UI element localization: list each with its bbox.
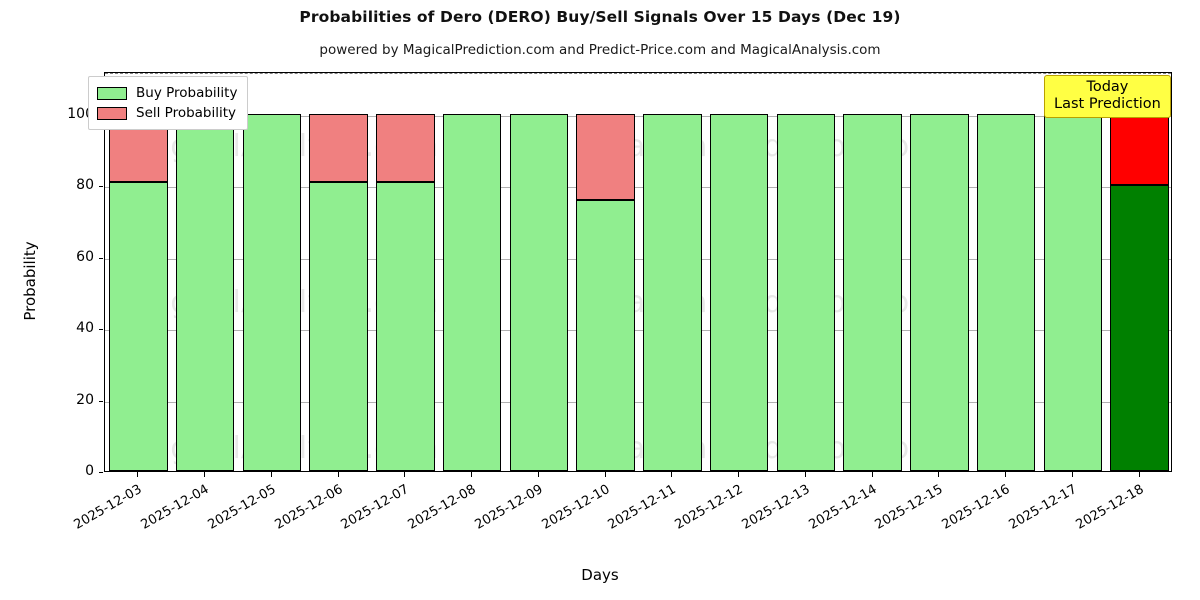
legend-label: Sell Probability — [136, 105, 237, 121]
legend-swatch — [97, 86, 127, 100]
bar-group[interactable] — [1043, 73, 1103, 471]
gridline-y-60 — [105, 258, 1171, 260]
bar-group[interactable] — [376, 73, 435, 471]
dashed-reference-line — [105, 73, 1171, 74]
y-tick-label-60: 60 — [76, 248, 94, 265]
bar-group[interactable] — [1110, 73, 1169, 471]
x-tick-mark — [204, 472, 206, 477]
legend-item[interactable]: Buy Probability — [97, 83, 237, 103]
y-tick-mark — [99, 186, 103, 188]
bar-segment-buy[interactable] — [509, 113, 569, 471]
bar-group[interactable] — [643, 73, 702, 471]
bar-group[interactable] — [576, 73, 635, 471]
gridline-y-40 — [105, 330, 1171, 332]
bar-group[interactable] — [175, 73, 235, 471]
x-tick-mark — [537, 472, 539, 477]
bar-segment-buy[interactable] — [976, 113, 1036, 471]
gridline-y-100 — [105, 115, 1171, 117]
x-tick-mark — [804, 472, 806, 477]
bar-segment-buy[interactable] — [376, 181, 435, 471]
bar-group[interactable] — [976, 73, 1036, 471]
bar-segment-buy[interactable] — [709, 113, 769, 471]
bar-group[interactable] — [242, 73, 302, 471]
gridline-y-20 — [105, 401, 1171, 403]
today-annotation: Today Last Prediction — [1044, 75, 1171, 119]
bar-segment-buy[interactable] — [309, 181, 368, 471]
bar-segment-sell[interactable] — [1110, 113, 1169, 186]
bar-group[interactable] — [910, 73, 969, 471]
y-tick-mark — [99, 329, 103, 331]
bar-segment-buy[interactable] — [776, 113, 836, 471]
y-tick-mark — [99, 400, 103, 402]
chart-legend: Buy Probability Sell Probability — [88, 76, 249, 130]
bar-group[interactable] — [843, 73, 902, 471]
x-tick-mark — [1071, 472, 1073, 477]
bar-segment-buy[interactable] — [1043, 113, 1103, 471]
y-tick-mark — [99, 257, 103, 259]
bar-segment-buy[interactable] — [643, 113, 702, 471]
bar-segment-buy[interactable] — [843, 113, 902, 471]
bar-segment-buy[interactable] — [442, 113, 502, 471]
y-tick-label-80: 80 — [76, 177, 94, 194]
bar-segment-buy[interactable] — [242, 113, 302, 471]
bar-group[interactable] — [109, 73, 168, 471]
bar-segment-buy[interactable] — [175, 113, 235, 471]
x-axis-label: Days — [581, 566, 619, 584]
bar-group[interactable] — [709, 73, 769, 471]
bar-segment-sell[interactable] — [376, 113, 435, 182]
y-tick-label-40: 40 — [76, 320, 94, 337]
bar-group[interactable] — [309, 73, 368, 471]
x-tick-mark — [270, 472, 272, 477]
x-tick-mark — [671, 472, 673, 477]
gridline-y-80 — [105, 187, 1171, 189]
today-annotation-line1: Today — [1086, 79, 1129, 95]
plot-clip: MagicalAnalysis.comMagicalPrediction.com… — [105, 73, 1171, 471]
legend-swatch — [97, 106, 127, 120]
y-tick-label-0: 0 — [85, 463, 94, 479]
x-tick-mark — [337, 472, 339, 477]
bar-segment-buy[interactable] — [910, 113, 969, 471]
x-tick-mark — [1005, 472, 1007, 477]
x-tick-mark — [738, 472, 740, 477]
y-tick-mark — [99, 472, 103, 473]
bar-segment-sell[interactable] — [576, 113, 635, 200]
bar-group[interactable] — [509, 73, 569, 471]
chart-subtitle: powered by MagicalPrediction.com and Pre… — [319, 42, 881, 58]
legend-label: Buy Probability — [136, 85, 238, 101]
bar-group[interactable] — [442, 73, 502, 471]
bar-segment-buy[interactable] — [1110, 185, 1169, 471]
today-annotation-line2: Last Prediction — [1054, 96, 1161, 113]
y-tick-label-20: 20 — [76, 391, 94, 408]
x-tick-mark — [1138, 472, 1140, 477]
x-tick-mark — [871, 472, 873, 477]
x-tick-mark — [404, 472, 406, 477]
bar-group[interactable] — [776, 73, 836, 471]
bar-segment-buy[interactable] — [109, 181, 168, 471]
x-tick-mark — [137, 472, 139, 477]
bar-segment-sell[interactable] — [309, 113, 368, 182]
y-tick-label-100: 100 — [67, 105, 94, 122]
x-tick-mark — [471, 472, 473, 477]
y-axis-label: Probability — [21, 241, 39, 321]
plot-area: MagicalAnalysis.comMagicalPrediction.com… — [104, 72, 1172, 472]
x-tick-mark — [938, 472, 940, 477]
bar-segment-buy[interactable] — [576, 199, 635, 471]
legend-item[interactable]: Sell Probability — [97, 103, 237, 123]
x-tick-mark — [604, 472, 606, 477]
chart-title: Probabilities of Dero (DERO) Buy/Sell Si… — [299, 8, 901, 26]
